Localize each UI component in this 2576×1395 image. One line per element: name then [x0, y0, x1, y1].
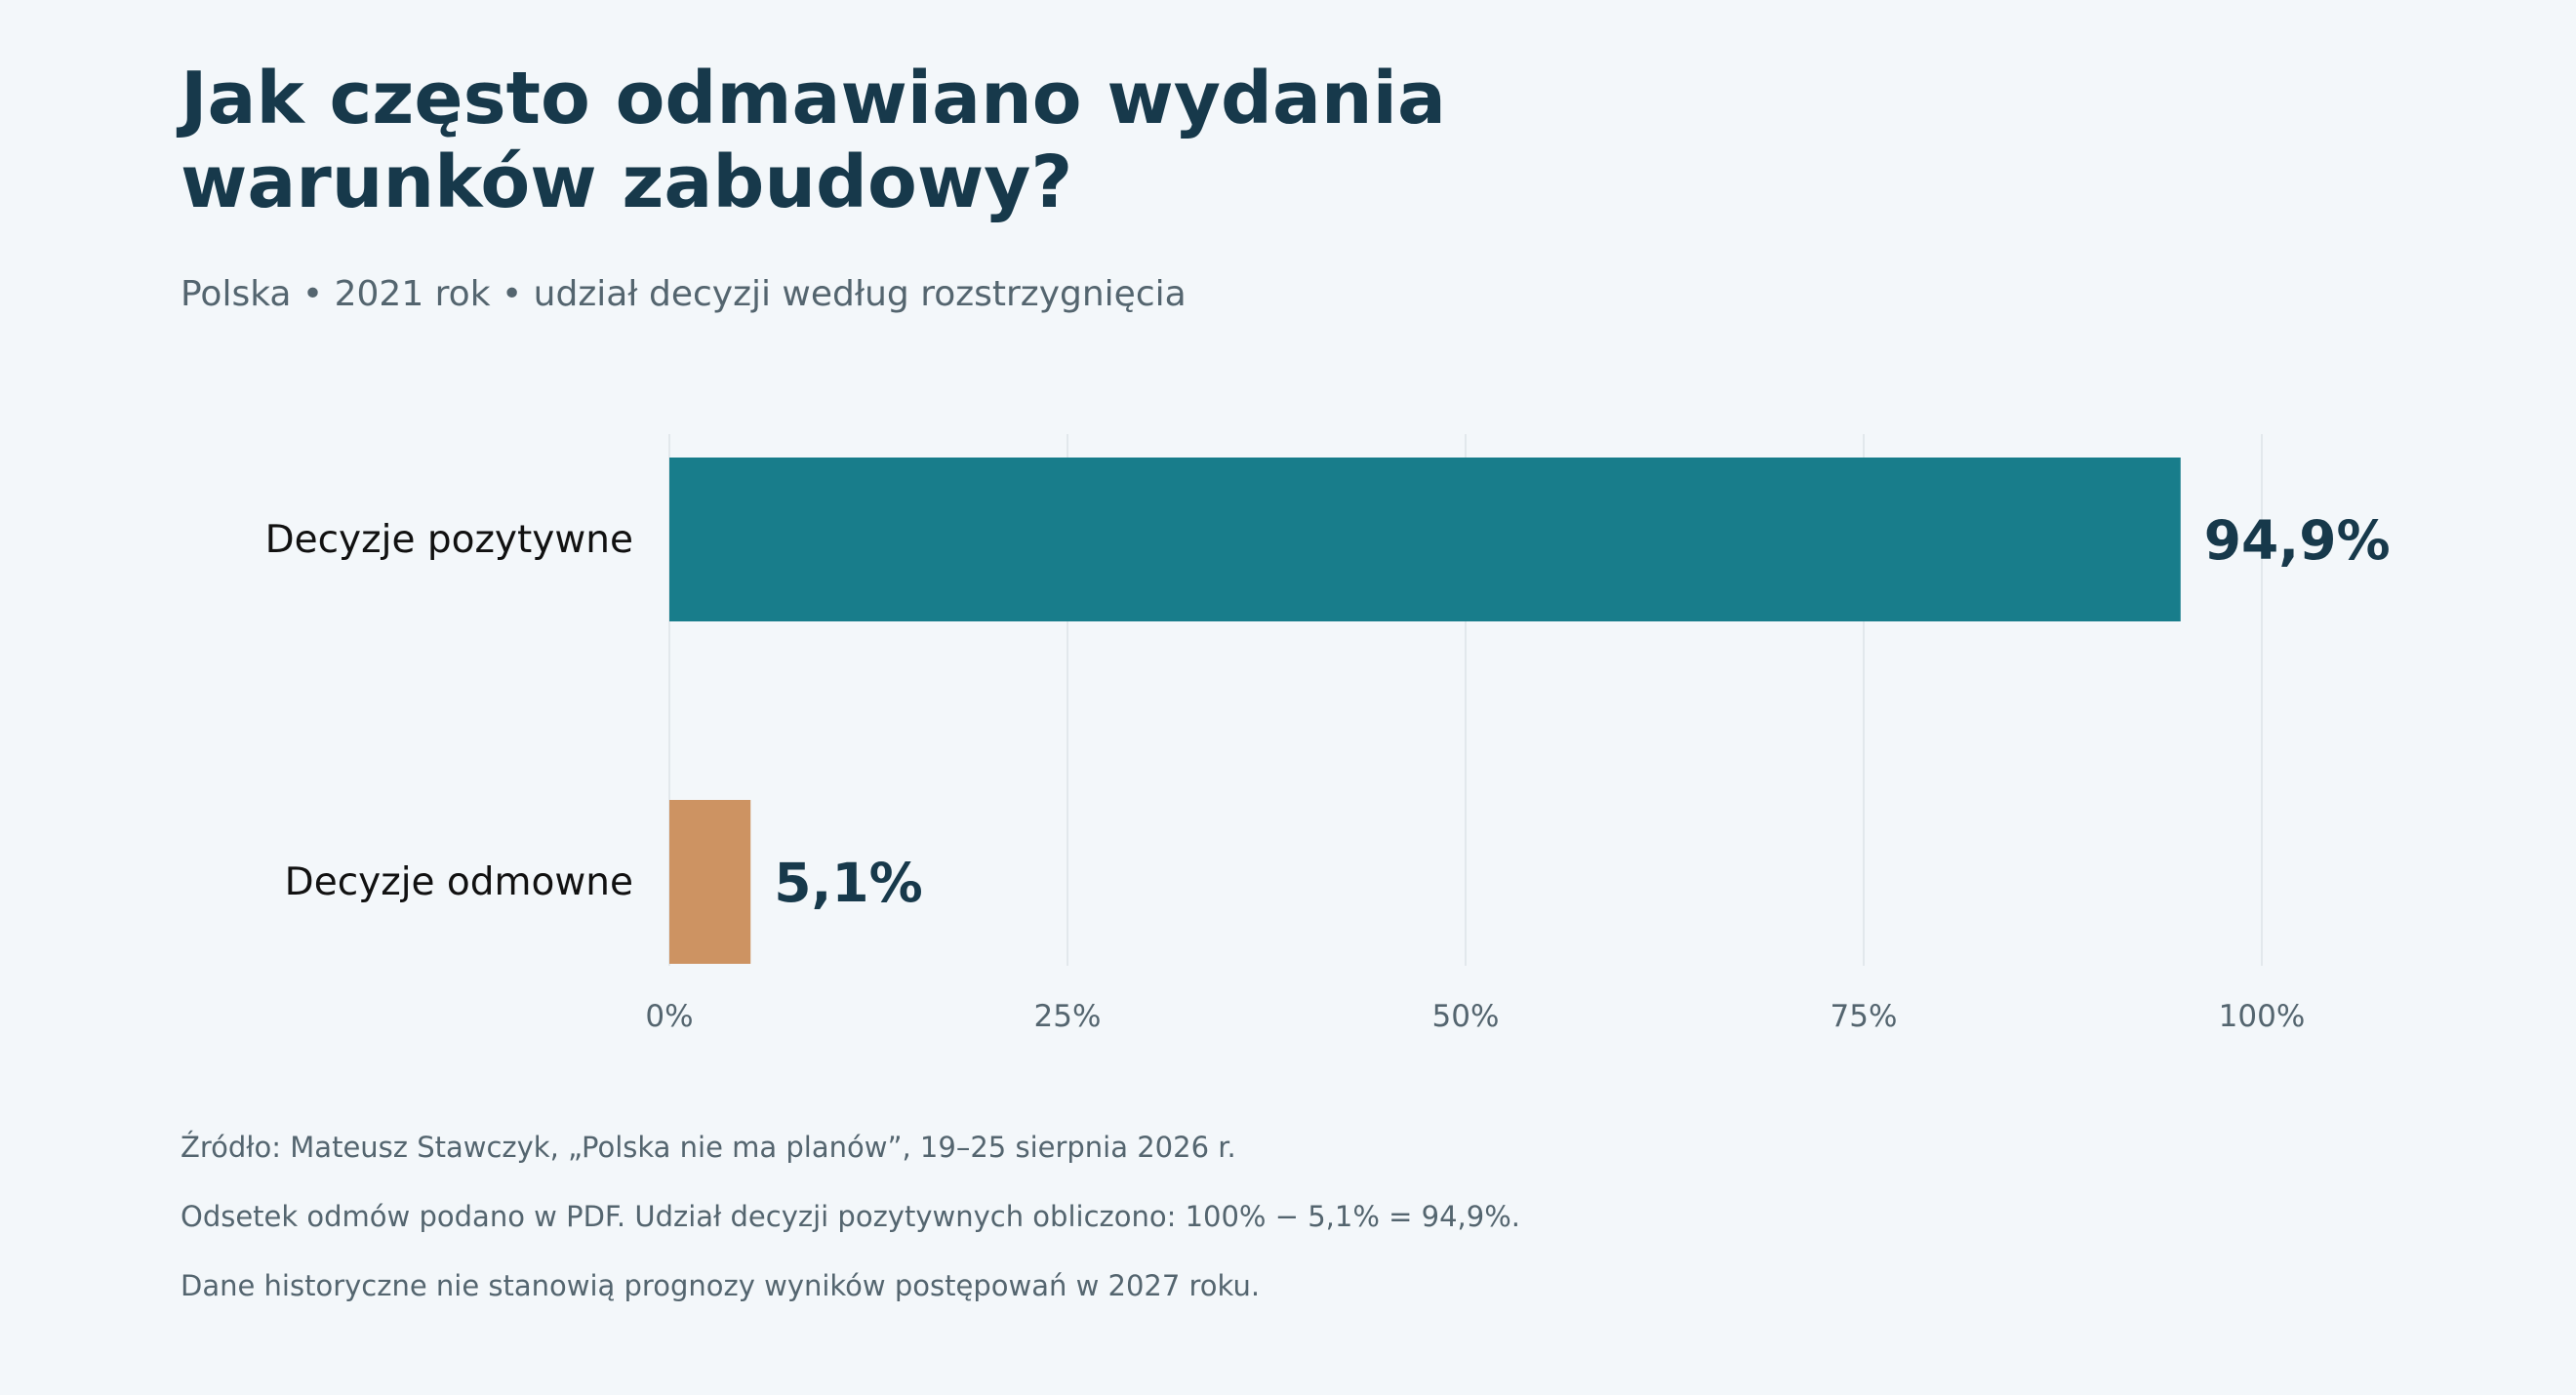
bar-value-label: 94,9% [2204, 509, 2391, 572]
footnote-method: Odsetek odmów podano w PDF. Udział decyz… [181, 1200, 1520, 1233]
y-category-label: Decyzje odmowne [285, 860, 633, 904]
footnote-source: Źródło: Mateusz Stawczyk, „Polska nie ma… [181, 1131, 1236, 1164]
x-tick-label: 0% [645, 999, 693, 1034]
chart-title: Jak często odmawiano wydania warunków za… [181, 57, 1446, 224]
x-tick-label: 100% [2219, 999, 2306, 1034]
bar-value-label: 5,1% [774, 852, 923, 914]
x-tick-label: 50% [1432, 999, 1500, 1034]
footnotes: Źródło: Mateusz Stawczyk, „Polska nie ma… [181, 1124, 1520, 1332]
bar-chart: 0% 25% 50% 75% 100% Decyzje pozytywne 94,9% Dec… [265, 434, 2391, 1034]
bar [669, 800, 751, 964]
footnote-disclaimer: Dane historyczne nie stanowią prognozy w… [181, 1269, 1261, 1302]
chart-subtitle: Polska • 2021 rok • udział decyzji wedłu… [181, 274, 1187, 314]
x-tick-label: 25% [1034, 999, 1102, 1034]
x-tick-label: 75% [1831, 999, 1898, 1034]
y-category-label: Decyzje pozytywne [265, 518, 633, 562]
bar [669, 458, 2181, 621]
